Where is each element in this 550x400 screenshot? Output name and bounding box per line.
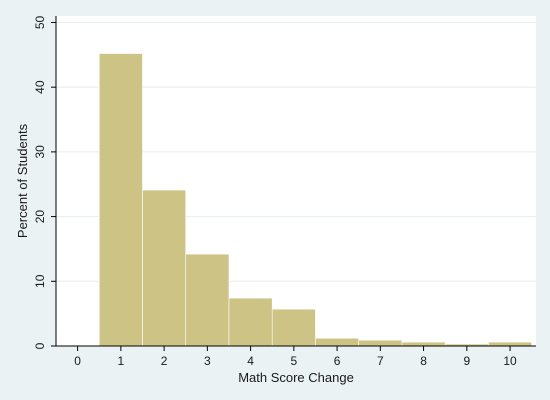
x-tick-label: 2 — [161, 354, 168, 368]
y-tick-label: 0 — [33, 342, 47, 349]
y-ticks: 0 10 20 30 40 50 — [33, 15, 56, 349]
bar-7 — [358, 339, 403, 347]
x-tick-label: 10 — [503, 354, 517, 368]
bar-5 — [271, 308, 316, 347]
x-tick-label: 7 — [377, 354, 384, 368]
axes — [55, 16, 536, 347]
y-tick-label: 20 — [33, 210, 47, 224]
x-tick-label: 6 — [334, 354, 341, 368]
y-tick-label: 10 — [33, 274, 47, 288]
x-tick-label: 0 — [74, 354, 81, 368]
bar-8 — [401, 341, 446, 347]
bar-6 — [315, 337, 360, 347]
bar-3 — [185, 253, 230, 347]
x-tick-label: 1 — [118, 354, 125, 368]
bar-2 — [142, 189, 187, 347]
x-axis-title: Math Score Change — [238, 370, 354, 385]
bar-10 — [488, 341, 532, 347]
x-tick-label: 5 — [290, 354, 297, 368]
x-tick-label: 4 — [247, 354, 254, 368]
y-axis-title: Percent of Students — [15, 123, 30, 238]
x-tick-label: 3 — [204, 354, 211, 368]
x-tick-label: 9 — [463, 354, 470, 368]
y-tick-label: 30 — [33, 145, 47, 159]
x-tick-label: 8 — [420, 354, 427, 368]
bar-4 — [228, 297, 273, 347]
y-tick-label: 50 — [33, 15, 47, 29]
x-ticks: 0 1 2 3 4 5 6 7 8 9 10 — [74, 346, 517, 368]
y-tick-label: 40 — [33, 80, 47, 94]
bar-1 — [98, 53, 143, 347]
bars — [98, 53, 532, 347]
